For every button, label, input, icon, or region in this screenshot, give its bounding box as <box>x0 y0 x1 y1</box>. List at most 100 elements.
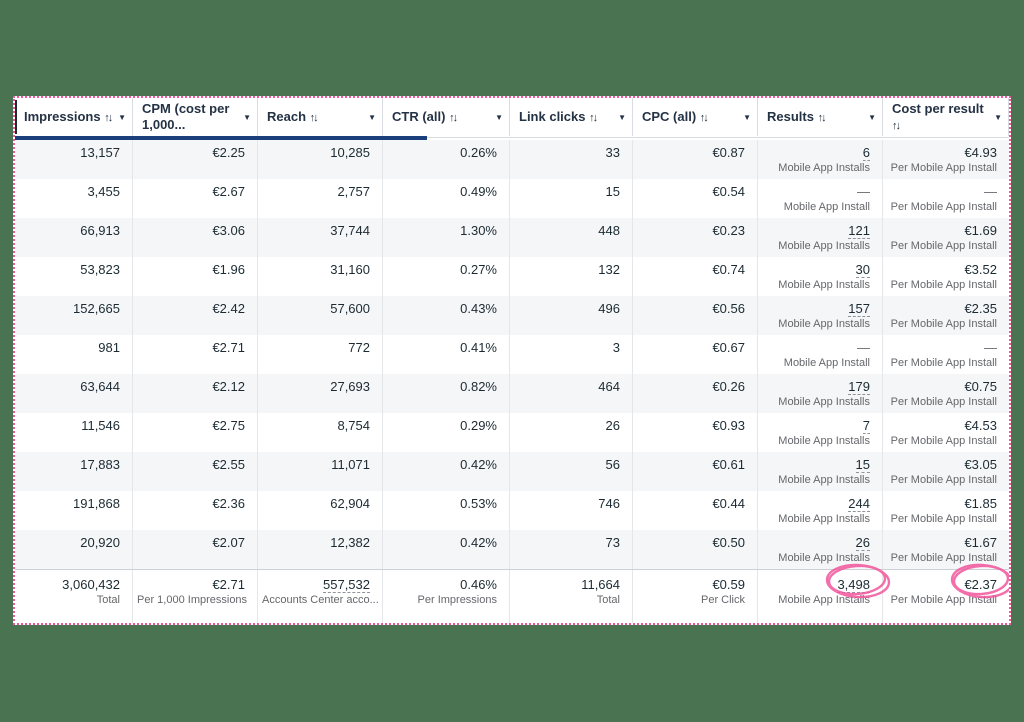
sort-arrows-icon[interactable]: ↑↓ <box>699 112 709 124</box>
table-row[interactable]: 11,546 €2.75 8,754 0.29% 26 €0.93 7 Mobi… <box>15 413 1009 452</box>
results-value-link[interactable]: 30 <box>855 262 870 278</box>
results-value-link[interactable]: 7 <box>862 418 870 434</box>
metrics-table: Impressions ↑↓ ▼ CPM (cost per 1,000... … <box>13 96 1011 625</box>
results-total-link[interactable]: 3,498 <box>837 577 870 593</box>
link-clicks-cell: 746 <box>510 491 633 530</box>
impressions-cell: 152,665 <box>15 296 133 335</box>
ctr-cell: 0.49% <box>383 179 510 218</box>
cpc-cell: €0.87 <box>633 140 758 179</box>
cost-per-result-cell: — Per Mobile App Install <box>883 335 1009 374</box>
cost-type-label: Per Mobile App Install <box>890 552 997 564</box>
results-value-link[interactable]: 121 <box>848 223 870 239</box>
results-type-label: Mobile App Installs <box>778 240 870 252</box>
table-row[interactable]: 152,665 €2.42 57,600 0.43% 496 €0.56 157… <box>15 296 1009 335</box>
cost-type-label: Per Mobile App Install <box>890 201 997 213</box>
table-row[interactable]: 53,823 €1.96 31,160 0.27% 132 €0.74 30 M… <box>15 257 1009 296</box>
table-row[interactable]: 191,868 €2.36 62,904 0.53% 746 €0.44 244… <box>15 491 1009 530</box>
cost-per-result-cell: €1.85 Per Mobile App Install <box>883 491 1009 530</box>
ctr-total-cell: 0.46% Per Impressions <box>383 570 510 623</box>
results-value-link[interactable]: 157 <box>848 301 870 317</box>
results-cell: 15 Mobile App Installs <box>758 452 883 491</box>
reach-total-link[interactable]: 557,532 <box>323 577 370 593</box>
results-type-label: Mobile App Installs <box>778 396 870 408</box>
column-header-cpm[interactable]: CPM (cost per 1,000... ▼ <box>133 98 258 137</box>
dropdown-caret-icon[interactable]: ▼ <box>743 112 751 122</box>
dropdown-caret-icon[interactable]: ▼ <box>368 112 376 122</box>
cpc-cell: €0.67 <box>633 335 758 374</box>
column-header-reach[interactable]: Reach ↑↓ ▼ <box>258 98 383 137</box>
column-header-cpc[interactable]: CPC (all) ↑↓ ▼ <box>633 98 758 137</box>
results-cell: 244 Mobile App Installs <box>758 491 883 530</box>
column-header-cost-per-result[interactable]: Cost per result ↑↓ ▼ <box>883 98 1009 137</box>
dropdown-caret-icon[interactable]: ▼ <box>868 112 876 122</box>
results-value-link[interactable]: — <box>857 184 870 199</box>
cpc-total-cell: €0.59 Per Click <box>633 570 758 623</box>
table-row[interactable]: 20,920 €2.07 12,382 0.42% 73 €0.50 26 Mo… <box>15 530 1009 569</box>
column-header-link-clicks[interactable]: Link clicks ↑↓ ▼ <box>510 98 633 137</box>
table-row[interactable]: 981 €2.71 772 0.41% 3 €0.67 — Mobile App… <box>15 335 1009 374</box>
table-row[interactable]: 13,157 €2.25 10,285 0.26% 33 €0.87 6 Mob… <box>15 140 1009 179</box>
cost-per-result-cell: €3.05 Per Mobile App Install <box>883 452 1009 491</box>
cost-type-label: Per Mobile App Install <box>890 513 997 525</box>
dropdown-caret-icon[interactable]: ▼ <box>495 112 503 122</box>
column-label: Results ↑↓ <box>767 109 827 124</box>
column-label: CPC (all) ↑↓ <box>642 109 709 124</box>
column-header-impressions[interactable]: Impressions ↑↓ ▼ <box>15 98 133 137</box>
table-row[interactable]: 17,883 €2.55 11,071 0.42% 56 €0.61 15 Mo… <box>15 452 1009 491</box>
results-value-link[interactable]: 15 <box>855 457 870 473</box>
sort-arrows-icon[interactable]: ↑↓ <box>817 112 827 124</box>
link-clicks-cell: 73 <box>510 530 633 569</box>
impressions-cell: 3,455 <box>15 179 133 218</box>
cost-type-label: Per Mobile App Install <box>890 474 997 486</box>
cpm-cell: €2.25 <box>133 140 258 179</box>
table-row[interactable]: 66,913 €3.06 37,744 1.30% 448 €0.23 121 … <box>15 218 1009 257</box>
results-value-link[interactable]: — <box>857 340 870 355</box>
ctr-cell: 0.26% <box>383 140 510 179</box>
column-label: Impressions ↑↓ <box>24 109 113 124</box>
link-clicks-total-cell: 11,664 Total <box>510 570 633 623</box>
cost-per-result-cell: €1.69 Per Mobile App Install <box>883 218 1009 257</box>
cpc-cell: €0.50 <box>633 530 758 569</box>
cpm-cell: €2.55 <box>133 452 258 491</box>
reach-cell: 37,744 <box>258 218 383 257</box>
ctr-cell: 0.41% <box>383 335 510 374</box>
sort-arrows-icon[interactable]: ↑↓ <box>892 120 901 132</box>
column-header-ctr[interactable]: CTR (all) ↑↓ ▼ <box>383 98 510 137</box>
cpm-cell: €2.12 <box>133 374 258 413</box>
results-type-label: Mobile App Installs <box>778 435 870 447</box>
impressions-cell: 981 <box>15 335 133 374</box>
results-cell: 26 Mobile App Installs <box>758 530 883 569</box>
reach-cell: 10,285 <box>258 140 383 179</box>
results-value-link[interactable]: 6 <box>862 145 870 161</box>
ctr-cell: 0.29% <box>383 413 510 452</box>
dropdown-caret-icon[interactable]: ▼ <box>994 112 1002 122</box>
cost-per-result-cell: €1.67 Per Mobile App Install <box>883 530 1009 569</box>
impressions-cell: 63,644 <box>15 374 133 413</box>
dropdown-caret-icon[interactable]: ▼ <box>618 112 626 122</box>
column-label: CTR (all) ↑↓ <box>392 109 458 124</box>
link-clicks-cell: 56 <box>510 452 633 491</box>
dropdown-caret-icon[interactable]: ▼ <box>118 112 126 122</box>
table-row[interactable]: 3,455 €2.67 2,757 0.49% 15 €0.54 — Mobil… <box>15 179 1009 218</box>
sort-arrows-icon[interactable]: ↑↓ <box>449 112 458 124</box>
results-value-link[interactable]: 244 <box>848 496 870 512</box>
results-value-link[interactable]: 179 <box>848 379 870 395</box>
cost-type-label: Per Mobile App Install <box>890 162 997 174</box>
cost-type-label: Per Mobile App Install <box>890 357 997 369</box>
impressions-cell: 13,157 <box>15 140 133 179</box>
dropdown-caret-icon[interactable]: ▼ <box>243 112 251 122</box>
impressions-cell: 11,546 <box>15 413 133 452</box>
sort-arrows-icon[interactable]: ↑↓ <box>309 112 319 124</box>
table-row[interactable]: 63,644 €2.12 27,693 0.82% 464 €0.26 179 … <box>15 374 1009 413</box>
header-left-edge <box>15 100 17 134</box>
cost-type-label: Per Mobile App Install <box>890 396 997 408</box>
cpm-cell: €2.36 <box>133 491 258 530</box>
impressions-cell: 20,920 <box>15 530 133 569</box>
sort-arrows-icon[interactable]: ↑↓ <box>104 112 113 124</box>
results-cell: — Mobile App Install <box>758 335 883 374</box>
column-header-results[interactable]: Results ↑↓ ▼ <box>758 98 883 137</box>
results-type-label: Mobile App Installs <box>778 513 870 525</box>
sort-arrows-icon[interactable]: ↑↓ <box>589 112 598 124</box>
results-value-link[interactable]: 26 <box>855 535 870 551</box>
cpm-total-cell: €2.71 Per 1,000 Impressions <box>133 570 258 623</box>
